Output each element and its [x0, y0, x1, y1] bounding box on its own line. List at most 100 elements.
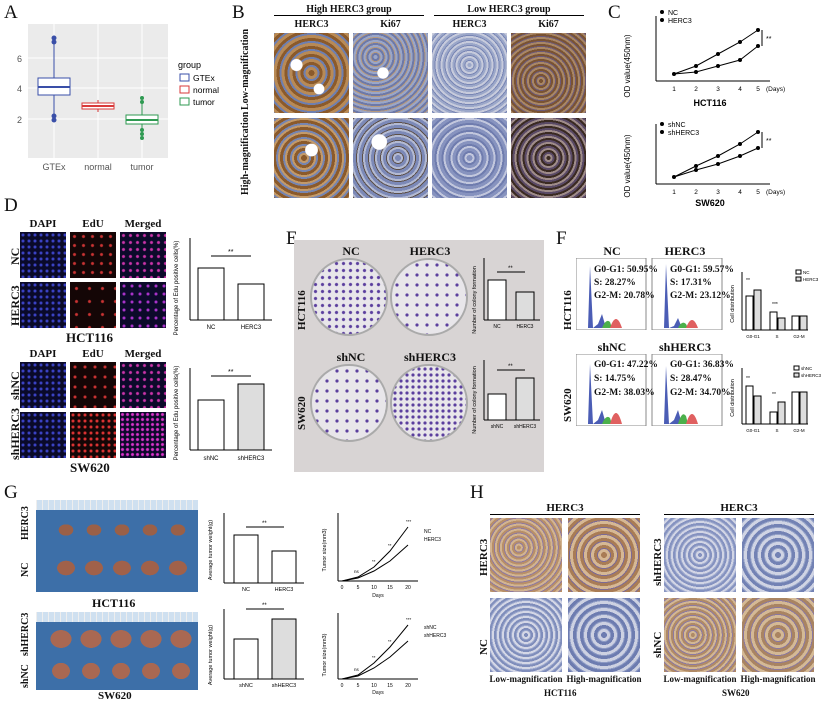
colony-plate: [310, 258, 388, 336]
row-label: shNC: [652, 631, 664, 658]
sig-mark: **: [372, 559, 376, 564]
xtick: shNC: [491, 424, 504, 430]
ylabel: OD value(450nm): [623, 134, 632, 197]
panel-label-h: H: [470, 482, 484, 503]
xtick: 3: [716, 189, 720, 196]
stat-line: G0-G1: 50.95%: [594, 265, 658, 275]
merged-image: [120, 282, 166, 328]
xtick: GTEx: [42, 162, 66, 172]
stat-line: S: 17.31%: [670, 278, 712, 288]
xtick: 10: [371, 585, 377, 591]
sig-mark: **: [388, 543, 392, 548]
legend-item: shHERC3: [801, 373, 822, 378]
ylabel: Average tumor weight(g): [208, 625, 214, 685]
xtick: 5: [357, 585, 360, 591]
xtick: shHERC3: [514, 424, 536, 430]
col-label: HERC3: [452, 19, 487, 30]
stat-line: G2-M: 34.70%: [670, 388, 731, 398]
row-label: HERC3: [20, 506, 31, 540]
sig-mark: **: [766, 138, 772, 145]
col-label: HERC3: [294, 19, 329, 30]
xtick: 4: [738, 189, 742, 196]
col-label: shHERC3: [658, 340, 711, 354]
ihc-image: [511, 118, 586, 198]
stat-line: S: 28.27%: [594, 278, 636, 288]
row-label-low: Low-magnification: [240, 28, 251, 110]
header-right: HERC3: [664, 502, 814, 515]
legend-item: shHERC3: [424, 633, 446, 639]
cell-line: SW620: [695, 198, 725, 206]
flow-histograms: [576, 354, 723, 426]
xtick: shNC: [239, 683, 253, 689]
dapi-image: [20, 282, 66, 328]
cell-line: HCT116: [562, 290, 574, 330]
ihc-image: [274, 33, 349, 113]
sig-mark: ns: [354, 569, 360, 574]
ylabel: Number of colony formation: [472, 366, 478, 434]
ylabel: OD value(450nm): [623, 34, 632, 97]
ihc-image: [353, 33, 428, 113]
xunit: (Days): [766, 189, 785, 196]
cell-line: HCT116: [693, 98, 726, 108]
sig-mark: **: [388, 639, 392, 644]
colony-plate: [390, 364, 468, 442]
cell-line: SW620: [296, 396, 308, 430]
sig-mark: ***: [772, 302, 778, 308]
xtick: NC: [493, 324, 501, 330]
panel-g-volume-curves: Tumor size(mm3) 0 5 10 15 20 Days ns ** …: [322, 513, 446, 695]
legend-item: shHERC3: [668, 130, 699, 137]
sig-mark: **: [746, 376, 750, 382]
legend-item: HERC3: [668, 18, 692, 25]
ylabel: Number of colony formation: [472, 266, 478, 334]
col-label: DAPI: [29, 218, 57, 230]
legend-item: NC: [424, 529, 432, 535]
ihc-image: [664, 598, 736, 672]
ytick: 6: [17, 54, 22, 64]
sig-mark: ns: [354, 667, 360, 672]
stats-shnc: G0-G1: 47.22% S: 14.75% G2-M: 38.03%: [594, 358, 658, 400]
sig-mark: **: [228, 369, 234, 376]
xtick: G0-G1: [746, 428, 760, 433]
xlabel: Days: [372, 593, 384, 599]
cell-line: SW620: [98, 690, 132, 702]
flow-histograms: [576, 258, 723, 330]
xtick: S: [775, 428, 778, 433]
xtick: normal: [84, 162, 112, 172]
xtick: HERC3: [275, 587, 294, 593]
legend-item: HERC3: [803, 277, 819, 282]
panel-label-d: D: [4, 195, 18, 216]
panel-label-f: F: [556, 228, 567, 249]
stat-line: G0-G1: 36.83%: [670, 360, 734, 370]
ihc-image: [432, 118, 507, 198]
stat-line: G2-M: 20.78%: [594, 291, 655, 301]
ihc-image: [742, 598, 814, 672]
ihc-image: [353, 118, 428, 198]
sig-mark: **: [772, 392, 776, 398]
row-label-high: High-magnification: [240, 111, 251, 195]
stats-shherc3: G0-G1: 36.83% S: 28.47% G2-M: 34.70%: [670, 358, 734, 400]
xtick: 3: [716, 86, 720, 93]
merged-image: [120, 412, 166, 458]
xtick: 15: [387, 585, 393, 591]
cell-line: SW620: [722, 688, 750, 698]
xtick: 5: [756, 189, 760, 196]
ihc-image: [664, 518, 736, 592]
ylabel: Percentage of Edu positive cells(%): [174, 241, 180, 336]
xtick: NC: [207, 325, 216, 331]
ytick: 4: [17, 84, 22, 94]
xtick: 4: [738, 86, 742, 93]
tumor-photo: [36, 500, 198, 592]
panel-label-c: C: [608, 2, 621, 23]
ihc-image: [742, 518, 814, 592]
cell-line: HCT116: [296, 290, 308, 330]
edu-image: [70, 232, 116, 278]
legend-item: GTEx: [193, 73, 215, 83]
ihc-image: [490, 598, 562, 672]
sig-mark: **: [228, 249, 234, 256]
cell-line: HCT116: [92, 596, 136, 610]
stat-line: S: 28.47%: [670, 374, 712, 384]
low-group-title: Low HERC3 group: [434, 4, 584, 16]
row-label: shHERC3: [20, 612, 31, 656]
sig-mark: ***: [406, 617, 412, 622]
ylabel: Percentage of Edu positive cells(%): [174, 366, 180, 461]
